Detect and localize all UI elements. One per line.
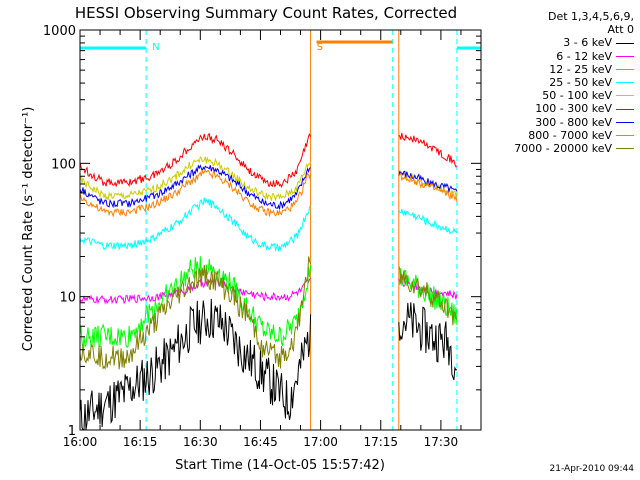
series-line: [79, 133, 312, 189]
series-line: [79, 256, 312, 349]
x-tick-label: 16:45: [243, 435, 278, 449]
x-tick-label: 17:00: [303, 435, 338, 449]
legend-swatch: [616, 108, 634, 110]
legend-swatch: [616, 42, 634, 44]
legend-entries: 3 - 6 keV 6 - 12 keV 12 - 25 keV 25 - 50 ke…: [514, 36, 634, 155]
y-tick-label: 100: [51, 157, 76, 172]
legend-header-line-1: Det 1,3,4,5,6,9,: [547, 10, 634, 23]
axes: 16:00 16:15 16:30 16:45 17:00 17:15 17:30 1 10 10…: [43, 24, 482, 449]
orbit-flags: [80, 40, 481, 50]
series-line: [79, 164, 311, 210]
legend-label: 7000 - 20000 keV: [514, 142, 612, 156]
annotation-label: N: [152, 42, 159, 53]
x-axis-label: Start Time (14-Oct-05 15:57:42): [175, 458, 385, 473]
legend-header-line-2: Att 0: [607, 23, 634, 37]
series-line: [398, 170, 458, 194]
legend-label: 50 - 100 keV: [542, 89, 612, 103]
legend-swatch: [616, 95, 634, 97]
legend-label: 300 - 800 keV: [535, 115, 612, 129]
legend-swatch: [616, 134, 634, 136]
y-axis-label: Corrected Count Rate (s⁻¹ detector⁻¹): [21, 107, 36, 352]
series-line: [79, 277, 311, 305]
series-line: [79, 256, 312, 371]
legend-entry: 300 - 800 keV: [514, 116, 634, 129]
legend: Det 1,3,4,5,6,9, Att 0 3 - 6 keV 6 - 12 k…: [514, 10, 634, 155]
legend-entry: 100 - 300 keV: [514, 102, 634, 115]
series-line: [79, 156, 312, 202]
x-tick-label: 17:30: [424, 435, 459, 449]
series-line: [398, 172, 458, 202]
series-line: [79, 168, 312, 218]
y-tick-label: 1: [68, 424, 76, 439]
legend-label: 100 - 300 keV: [535, 102, 612, 116]
x-tick-label: 16:30: [183, 435, 218, 449]
legend-label: 800 - 7000 keV: [528, 128, 612, 142]
series-line: [398, 265, 458, 326]
series-line: [398, 132, 457, 168]
legend-label: 6 - 12 keV: [556, 49, 612, 63]
series-lines: [79, 132, 458, 431]
chart-title: HESSI Observing Summary Count Rates, Cor…: [75, 4, 457, 22]
legend-label: 25 - 50 keV: [549, 76, 612, 90]
y-tick-label: 10: [59, 291, 76, 306]
x-tick-label: 16:15: [123, 435, 158, 449]
series-line: [398, 208, 458, 235]
x-tick-label: 17:15: [363, 435, 398, 449]
legend-swatch: [616, 68, 634, 70]
legend-entry: 6 - 12 keV: [514, 50, 634, 63]
legend-entry: 50 - 100 keV: [514, 89, 634, 102]
legend-entry: 25 - 50 keV: [514, 76, 634, 89]
plot-frame: [79, 29, 482, 431]
series-line: [79, 197, 311, 252]
legend-swatch: [616, 55, 634, 57]
legend-entry: 12 - 25 keV: [514, 63, 634, 76]
legend-swatch: [616, 82, 634, 84]
x-tick-label: 16:00: [63, 435, 98, 449]
legend-swatch: [616, 121, 634, 123]
generated-date: 21-Apr-2010 09:44: [549, 464, 634, 474]
legend-entry: 800 - 7000 keV: [514, 129, 634, 142]
y-tick-label: 1000: [43, 24, 76, 39]
legend-entry: 7000 - 20000 keV: [514, 142, 634, 155]
legend-swatch: [616, 148, 634, 150]
annotation-label: S: [317, 42, 323, 53]
legend-label: 12 - 25 keV: [549, 62, 612, 76]
series-line: [79, 298, 312, 431]
legend-label: 3 - 6 keV: [563, 36, 612, 50]
legend-entry: 3 - 6 keV: [514, 36, 634, 49]
series-line: [398, 302, 458, 381]
